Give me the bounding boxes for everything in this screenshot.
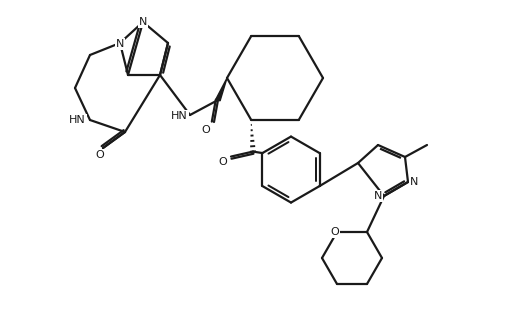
- Text: N: N: [139, 17, 147, 27]
- Text: N: N: [116, 39, 124, 49]
- Text: HN: HN: [69, 115, 86, 125]
- Text: O: O: [96, 150, 104, 160]
- Text: N: N: [410, 177, 418, 187]
- Text: O: O: [201, 125, 210, 135]
- Polygon shape: [216, 78, 227, 101]
- Text: HN: HN: [171, 111, 188, 121]
- Text: O: O: [218, 157, 227, 166]
- Text: N: N: [374, 191, 382, 201]
- Text: O: O: [331, 227, 339, 237]
